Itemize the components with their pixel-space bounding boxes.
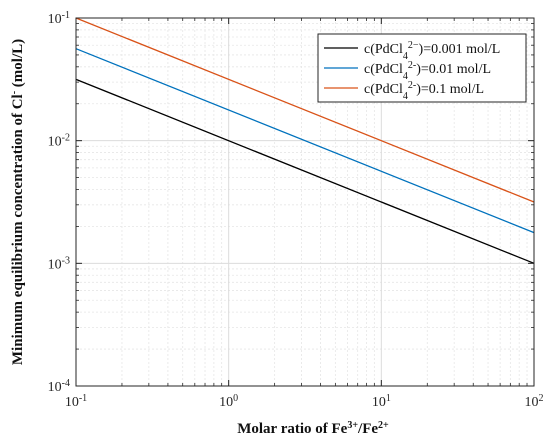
x-tick-label: 100 bbox=[219, 393, 238, 411]
legend-entry-3: c(PdCl42-)=0.1 mol/L bbox=[364, 80, 484, 102]
series-line-3 bbox=[75, 17, 535, 203]
y-tick-label: 10-1 bbox=[48, 10, 70, 28]
y-tick-label: 10-3 bbox=[48, 255, 70, 273]
legend-entry-1: c(PdCl42−)=0.001 mol/L bbox=[364, 40, 500, 62]
series-lines bbox=[75, 17, 535, 264]
x-axis-label: Molar ratio of Fe3+/Fe2+ bbox=[237, 420, 389, 438]
x-tick-label: 10-1 bbox=[65, 393, 87, 411]
series-line-2 bbox=[75, 48, 535, 234]
legend-entry-2: c(PdCl42-)=0.01 mol/L bbox=[364, 60, 491, 82]
x-tick-label: 101 bbox=[372, 393, 391, 411]
series-line-1 bbox=[75, 78, 535, 264]
y-tick-label: 10-4 bbox=[48, 378, 70, 396]
legend: c(PdCl42−)=0.001 mol/Lc(PdCl42-)=0.01 mo… bbox=[317, 33, 527, 103]
y-tick-label: 10-2 bbox=[48, 132, 70, 150]
y-axis-label: Minimum equilibrium concentration of Cl-… bbox=[9, 39, 27, 365]
x-tick-label: 102 bbox=[525, 393, 544, 411]
axis-ticks: 10-1 100 101 102 10-4 10-3 10-2 10-1 bbox=[48, 10, 544, 411]
plot-frame bbox=[75, 17, 535, 387]
